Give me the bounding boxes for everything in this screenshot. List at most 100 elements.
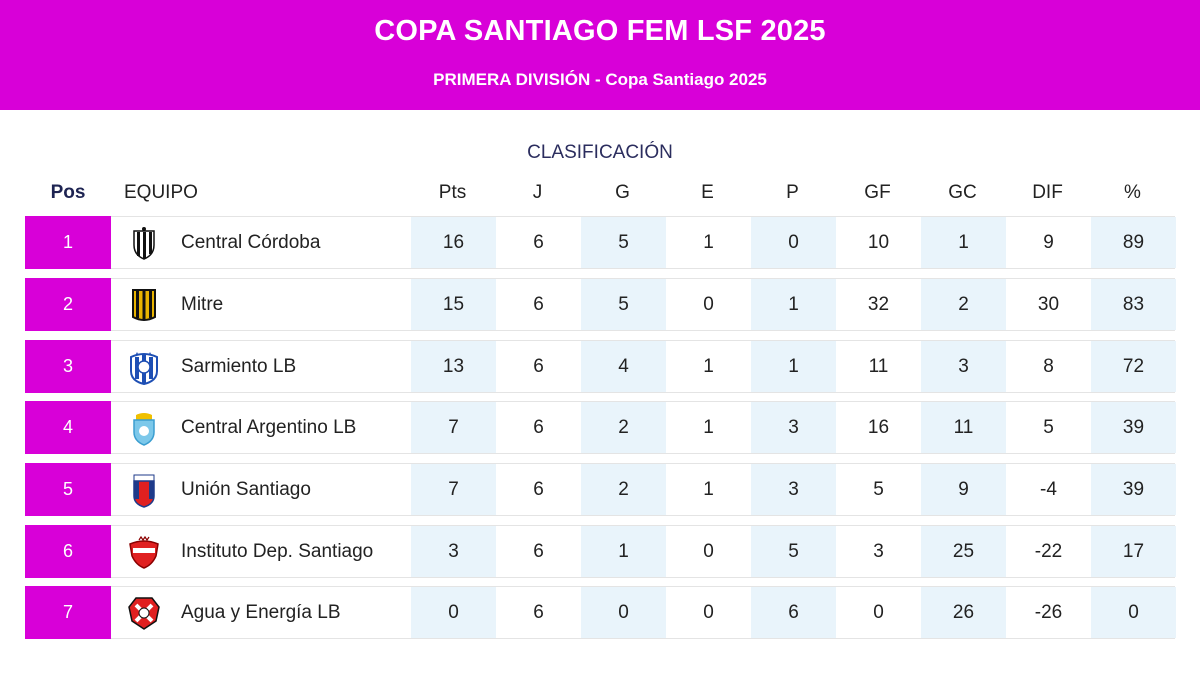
column-header-dif: DIF — [1032, 182, 1063, 203]
gf-cell: 32 — [867, 294, 890, 315]
column-header-p: P — [786, 182, 799, 203]
gc-cell: 25 — [921, 526, 1006, 577]
column-header-g: G — [615, 182, 630, 203]
p-cell: 6 — [751, 587, 836, 638]
column-header-j: J — [532, 182, 543, 203]
p-cell: 1 — [751, 279, 836, 330]
table-row: 4 Central Argentino LB 7 6 2 1 3 16 11 5… — [25, 401, 1176, 454]
gc-cell: 26 — [921, 587, 1006, 638]
table-header: Pos EQUIPO Pts J G E P GF GC DIF % — [25, 178, 1175, 210]
gc-cell: 2 — [921, 279, 1006, 330]
g-cell: 1 — [581, 526, 666, 577]
section-title: CLASIFICACIÓN — [527, 142, 673, 163]
j-cell: 6 — [533, 356, 544, 377]
e-cell: 1 — [703, 356, 714, 377]
column-header-e: E — [701, 182, 714, 203]
column-header-gf: GF — [864, 182, 891, 203]
pts-cell: 7 — [411, 402, 496, 453]
column-header-pos: Pos — [50, 182, 86, 203]
header-banner: COPA SANTIAGO FEM LSF 2025 PRIMERA DIVIS… — [0, 0, 1200, 110]
g-cell: 2 — [581, 464, 666, 515]
e-cell: 1 — [703, 479, 714, 500]
table-row: 5 Unión Santiago 7 6 2 1 3 5 9 -4 39 — [25, 463, 1176, 516]
position-cell: 5 — [25, 463, 111, 516]
central-argentino-lb-crest-icon — [133, 413, 155, 446]
team-name: Mitre — [181, 294, 224, 315]
position-cell: 4 — [25, 401, 111, 454]
dif-cell: 9 — [1043, 232, 1054, 253]
team-name: Agua y Energía LB — [181, 602, 341, 623]
position-cell: 1 — [25, 216, 111, 269]
table-row: 7 Agua y Energía LB 0 6 0 0 6 0 26 -26 0 — [25, 586, 1176, 639]
central-cordoba-crest-icon — [133, 227, 155, 260]
position-cell: 3 — [25, 340, 111, 393]
j-cell: 6 — [533, 541, 544, 562]
pct-cell: 72 — [1091, 341, 1176, 392]
pct-cell: 83 — [1091, 279, 1176, 330]
dif-cell: -22 — [1034, 541, 1063, 562]
e-cell: 0 — [703, 294, 714, 315]
dif-cell: 30 — [1037, 294, 1060, 315]
team-name: Instituto Dep. Santiago — [181, 541, 374, 562]
pts-cell: 15 — [411, 279, 496, 330]
gf-cell: 0 — [873, 602, 884, 623]
j-cell: 6 — [533, 232, 544, 253]
j-cell: 6 — [533, 479, 544, 500]
g-cell: 4 — [581, 341, 666, 392]
p-cell: 3 — [751, 464, 836, 515]
team-name: Sarmiento LB — [181, 356, 297, 377]
column-header-team: EQUIPO — [124, 182, 198, 203]
j-cell: 6 — [533, 294, 544, 315]
sarmiento-lb-crest-icon — [130, 352, 158, 385]
pts-cell: 0 — [411, 587, 496, 638]
column-header-pts: Pts — [438, 182, 467, 203]
pct-cell: 89 — [1091, 217, 1176, 268]
pct-cell: 39 — [1091, 464, 1176, 515]
p-cell: 0 — [751, 217, 836, 268]
dif-cell: 8 — [1043, 356, 1054, 377]
g-cell: 5 — [581, 217, 666, 268]
team-name: Central Argentino LB — [181, 417, 357, 438]
g-cell: 0 — [581, 587, 666, 638]
pts-cell: 13 — [411, 341, 496, 392]
gf-cell: 3 — [873, 541, 884, 562]
dif-cell: -4 — [1040, 479, 1057, 500]
pts-cell: 7 — [411, 464, 496, 515]
p-cell: 3 — [751, 402, 836, 453]
e-cell: 0 — [703, 602, 714, 623]
e-cell: 1 — [703, 417, 714, 438]
column-header-gc: GC — [948, 182, 977, 203]
e-cell: 0 — [703, 541, 714, 562]
p-cell: 5 — [751, 526, 836, 577]
position-cell: 7 — [25, 586, 111, 639]
gf-cell: 16 — [867, 417, 890, 438]
gc-cell: 3 — [921, 341, 1006, 392]
table-row: 1 Central Córdoba 16 6 5 1 0 10 1 9 89 — [25, 216, 1176, 269]
dif-cell: 5 — [1043, 417, 1054, 438]
gc-cell: 9 — [921, 464, 1006, 515]
table-row: 2 Mitre 15 6 5 0 1 32 2 30 83 — [25, 278, 1176, 331]
position-cell: 2 — [25, 278, 111, 331]
gc-cell: 11 — [921, 402, 1006, 453]
union-santiago-crest-icon — [133, 474, 155, 508]
j-cell: 6 — [533, 417, 544, 438]
pts-cell: 16 — [411, 217, 496, 268]
g-cell: 2 — [581, 402, 666, 453]
gf-cell: 5 — [873, 479, 884, 500]
position-cell: 6 — [25, 525, 111, 578]
column-header-pct: % — [1124, 182, 1141, 203]
page-title: COPA SANTIAGO FEM LSF 2025 — [374, 15, 826, 47]
j-cell: 6 — [533, 602, 544, 623]
gc-cell: 1 — [921, 217, 1006, 268]
agua-y-energia-lb-crest-icon — [128, 597, 160, 630]
pct-cell: 17 — [1091, 526, 1176, 577]
e-cell: 1 — [703, 232, 714, 253]
gf-cell: 11 — [868, 356, 889, 377]
pts-cell: 3 — [411, 526, 496, 577]
table-row: 6 Instituto Dep. Santiago 3 6 1 0 5 3 25… — [25, 525, 1176, 578]
table-row: 3 Sarmiento LB 13 6 4 1 1 11 3 8 72 — [25, 340, 1176, 393]
pct-cell: 0 — [1091, 587, 1176, 638]
team-name: Central Córdoba — [181, 232, 321, 253]
page-subtitle: PRIMERA DIVISIÓN - Copa Santiago 2025 — [433, 70, 767, 89]
mitre-crest-icon — [132, 289, 156, 321]
